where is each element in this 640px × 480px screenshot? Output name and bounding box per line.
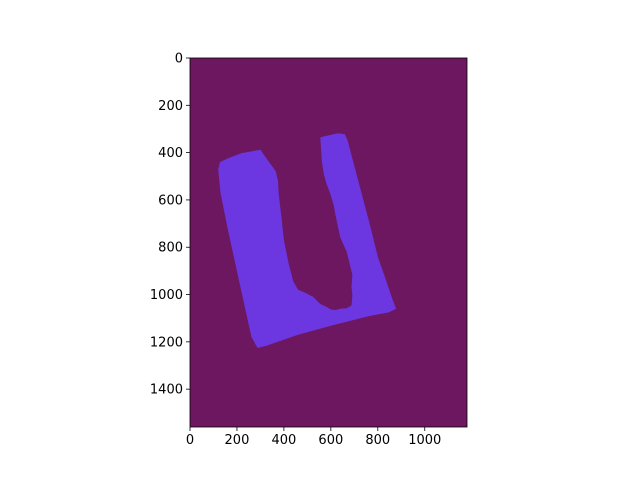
y-axis: 0 200 400 600 800 1000 1200 1400	[150, 52, 190, 398]
y-tick-label: 800	[158, 241, 183, 256]
y-tick-label: 1200	[150, 335, 183, 350]
x-tick-label: 0	[186, 433, 194, 448]
y-tick-label: 0	[175, 52, 183, 67]
y-tick-label: 400	[158, 146, 183, 161]
y-tick-label: 600	[158, 193, 183, 208]
x-tick-label: 1000	[408, 433, 441, 448]
x-axis: 0 200 400 600 800 1000	[186, 427, 441, 448]
y-tick-label: 200	[158, 99, 183, 114]
x-tick-label: 400	[271, 433, 296, 448]
x-tick-label: 800	[365, 433, 390, 448]
plot-area	[190, 58, 467, 427]
x-tick-label: 200	[225, 433, 250, 448]
y-tick-label: 1000	[150, 288, 183, 303]
y-tick-label: 1400	[150, 383, 183, 398]
x-tick-label: 600	[318, 433, 343, 448]
